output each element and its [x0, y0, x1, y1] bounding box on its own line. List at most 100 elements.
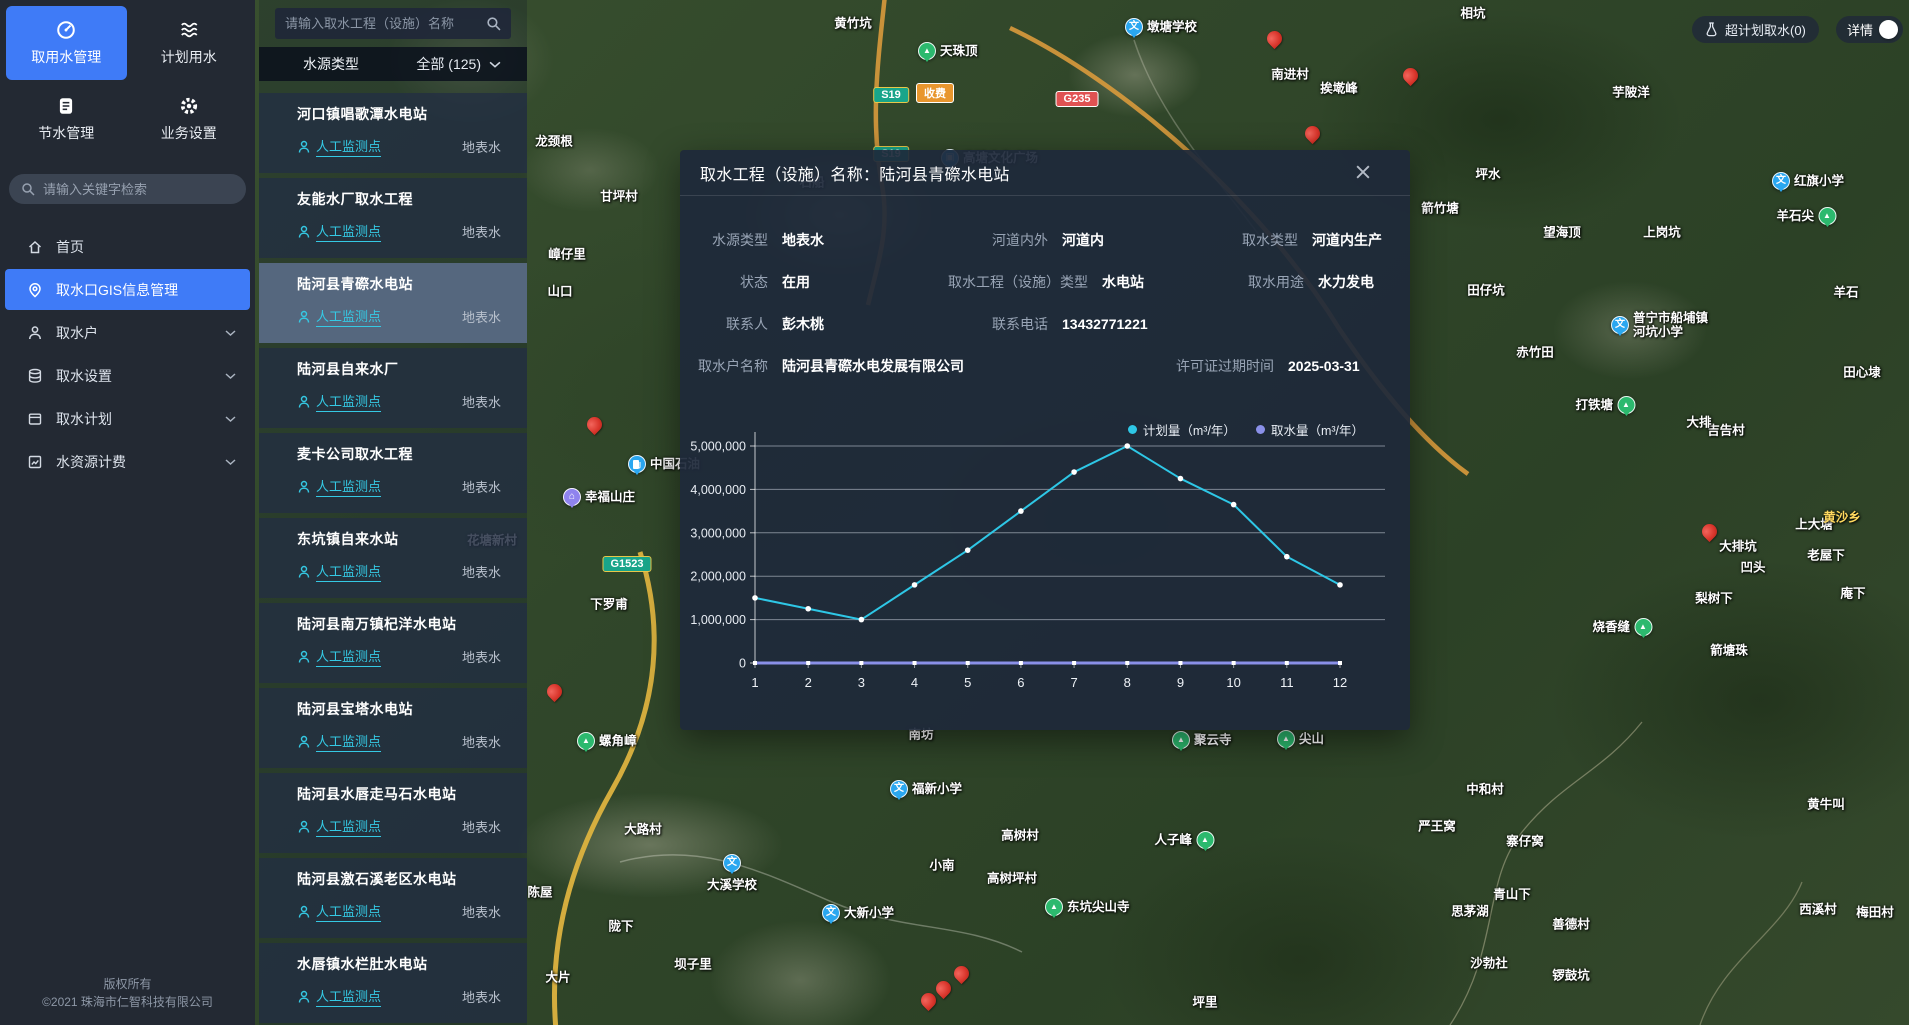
manual-monitor-link[interactable]: 人工监测点 [297, 816, 382, 837]
field-value: 河道内 [1062, 232, 1104, 248]
station-list-item[interactable]: 水唇镇水栏肚水电站 人工监测点 地表水 [259, 943, 527, 1023]
map-place-label: 严王窝 [1418, 819, 1456, 834]
search-icon[interactable] [486, 16, 501, 31]
map-place-label: 高树坪村 [986, 871, 1038, 886]
tile-water-saving-management[interactable]: 节水管理 [6, 82, 127, 156]
sidebar-item-gis-info[interactable]: 取水口GIS信息管理 [5, 269, 250, 310]
manual-monitor-link[interactable]: 人工监测点 [297, 646, 382, 667]
red-pin-marker[interactable] [932, 977, 955, 1000]
scenic-spot-icon: ▲ [918, 42, 936, 60]
chevron-down-icon[interactable] [225, 415, 236, 423]
red-pin-marker[interactable] [1399, 64, 1422, 87]
station-list-item[interactable]: 河口镇唱歌潭水电站 人工监测点 地表水 [259, 93, 527, 173]
map-poi-marker[interactable]: 文福新小学 [890, 780, 962, 798]
sidebar-item-intake-plan[interactable]: 取水计划 [5, 398, 250, 439]
chevron-down-icon[interactable] [225, 372, 236, 380]
tile-water-intake-management[interactable]: 取用水管理 [6, 6, 127, 80]
station-list-item[interactable]: 麦卡公司取水工程 人工监测点 地表水 [259, 433, 527, 513]
sidebar-item-intake-settings[interactable]: 取水设置 [5, 355, 250, 396]
marker-label: 尖山 [1299, 732, 1325, 746]
manual-monitor-link[interactable]: 人工监测点 [297, 306, 382, 327]
station-search[interactable] [275, 8, 511, 39]
manual-monitor-link[interactable]: 人工监测点 [297, 561, 382, 582]
chevron-down-icon[interactable] [225, 458, 236, 466]
map-place-label: 上岗坑 [1643, 225, 1681, 240]
red-pin-marker[interactable] [1301, 122, 1324, 145]
road-badge: S19 [873, 87, 909, 103]
station-list-item[interactable]: 陆河县南万镇杞洋水电站 人工监测点 地表水 [259, 603, 527, 683]
menu-label: 水资源计费 [56, 453, 126, 470]
marker-label: 聚云寺 [1194, 733, 1232, 747]
map-poi-marker[interactable]: 烧香缝 ▲ [1592, 618, 1652, 636]
tile-business-settings[interactable]: 业务设置 [129, 82, 250, 156]
manual-monitor-link[interactable]: 人工监测点 [297, 986, 382, 1007]
map-poi-marker[interactable]: ▲ 螺角嶂 [577, 732, 637, 750]
chart-legend[interactable]: 计划量（m³/年） 取水量（m³/年） [1127, 420, 1364, 439]
station-list-item[interactable]: 友能水厂取水工程 人工监测点 地表水 [259, 178, 527, 258]
sidebar-item-water-billing[interactable]: 水资源计费 [5, 441, 250, 482]
over-plan-intake-button[interactable]: 超计划取水(0) [1692, 16, 1819, 43]
field-label: 取水类型 [1242, 232, 1298, 248]
toggle-knob[interactable] [1879, 20, 1899, 39]
waves-icon [179, 20, 199, 40]
svg-text:1: 1 [751, 675, 758, 690]
manual-monitor-link[interactable]: 人工监测点 [297, 136, 382, 157]
manual-monitor-link[interactable]: 人工监测点 [297, 221, 382, 242]
red-pin-marker[interactable] [1698, 520, 1721, 543]
station-list-item[interactable]: 陆河县宝塔水电站 人工监测点 地表水 [259, 688, 527, 768]
detail-toggle[interactable]: 详情 [1836, 16, 1904, 43]
map-place-label: 吉告村 [1707, 423, 1745, 438]
red-pin-marker[interactable] [1263, 27, 1286, 50]
map-place-label: 大排坑 [1719, 539, 1757, 554]
person-icon [297, 735, 311, 749]
station-search-input[interactable] [285, 16, 486, 31]
station-list-item[interactable]: 陆河县水唇走马石水电站 人工监测点 地表水 [259, 773, 527, 853]
legend-item-plan[interactable]: 计划量（m³/年） [1127, 420, 1236, 439]
map-poi-marker[interactable]: ▲ 东坑尖山寺 [1045, 898, 1130, 916]
sidebar-item-water-users[interactable]: 取水户 [5, 312, 250, 353]
map-poi-marker[interactable]: 人子峰 ▲ [1154, 831, 1214, 849]
map-poi-marker[interactable]: 文墩塘学校 [1125, 18, 1197, 36]
chevron-down-icon[interactable] [225, 329, 236, 337]
station-list-item[interactable]: 陆河县青磜水电站 人工监测点 地表水 [259, 263, 527, 343]
manual-monitor-link[interactable]: 人工监测点 [297, 901, 382, 922]
intake-line-chart[interactable]: 0 1,000,000 2,000,000 3,000,000 4,000,000 5,0… [680, 418, 1410, 718]
red-pin-marker[interactable] [917, 989, 940, 1012]
keyword-search-input[interactable] [43, 181, 223, 197]
map-poi-marker[interactable]: 羊石尖 ▲ [1776, 207, 1836, 225]
map-poi-marker[interactable]: ▲ 聚云寺 [1172, 731, 1232, 749]
manual-monitor-link[interactable]: 人工监测点 [297, 391, 382, 412]
map-poi-marker[interactable]: 文大新小学 [822, 904, 894, 922]
station-list-item[interactable]: 陆河县自来水厂 人工监测点 地表水 [259, 348, 527, 428]
station-list-item[interactable]: 东坑镇自来水站 人工监测点 地表水 [259, 518, 527, 598]
red-pin-marker[interactable] [583, 413, 606, 436]
manual-monitor-link[interactable]: 人工监测点 [297, 731, 382, 752]
map-poi-marker[interactable]: 文大溪学校 [707, 854, 757, 892]
legend-dot [1127, 425, 1137, 434]
map-poi-marker[interactable]: ▲ 尖山 [1277, 730, 1324, 748]
red-pin-marker[interactable] [950, 962, 973, 985]
chevron-down-icon[interactable] [489, 60, 501, 69]
tile-planned-water-use[interactable]: 计划用水 [129, 6, 250, 80]
map-poi-marker[interactable]: 打铁塘 ▲ [1575, 396, 1635, 414]
close-icon[interactable] [1356, 165, 1370, 179]
map-poi-marker[interactable]: 文普宁市船埔镇 河坑小学 [1611, 311, 1708, 339]
menu-label: 取水设置 [56, 367, 112, 384]
map-place-label: 大片 [545, 970, 571, 985]
map-poi-marker[interactable]: ▲ 天珠顶 [918, 42, 978, 60]
source-type-filter[interactable]: 水源类型 全部 (125) [259, 47, 527, 81]
map-poi-marker[interactable]: ⌂ 幸福山庄 [563, 488, 635, 506]
water-source-label: 地表水 [461, 395, 501, 410]
svg-text:12: 12 [1333, 675, 1347, 690]
map-place-label: 黄竹坑 [834, 16, 872, 31]
station-list-item[interactable]: 陆河县激石溪老区水电站 人工监测点 地表水 [259, 858, 527, 938]
legend-item-actual[interactable]: 取水量（m³/年） [1255, 420, 1364, 439]
sidebar-search[interactable] [9, 174, 246, 204]
map-poi-marker[interactable]: 文红旗小学 [1772, 172, 1844, 190]
svg-text:8: 8 [1124, 675, 1131, 690]
module-tiles: 取用水管理 计划用水 节水管理 业务设置 [0, 0, 255, 162]
red-pin-marker[interactable] [543, 680, 566, 703]
red-pin-icon [583, 413, 606, 436]
manual-monitor-link[interactable]: 人工监测点 [297, 476, 382, 497]
sidebar-item-home[interactable]: 首页 [5, 226, 250, 267]
